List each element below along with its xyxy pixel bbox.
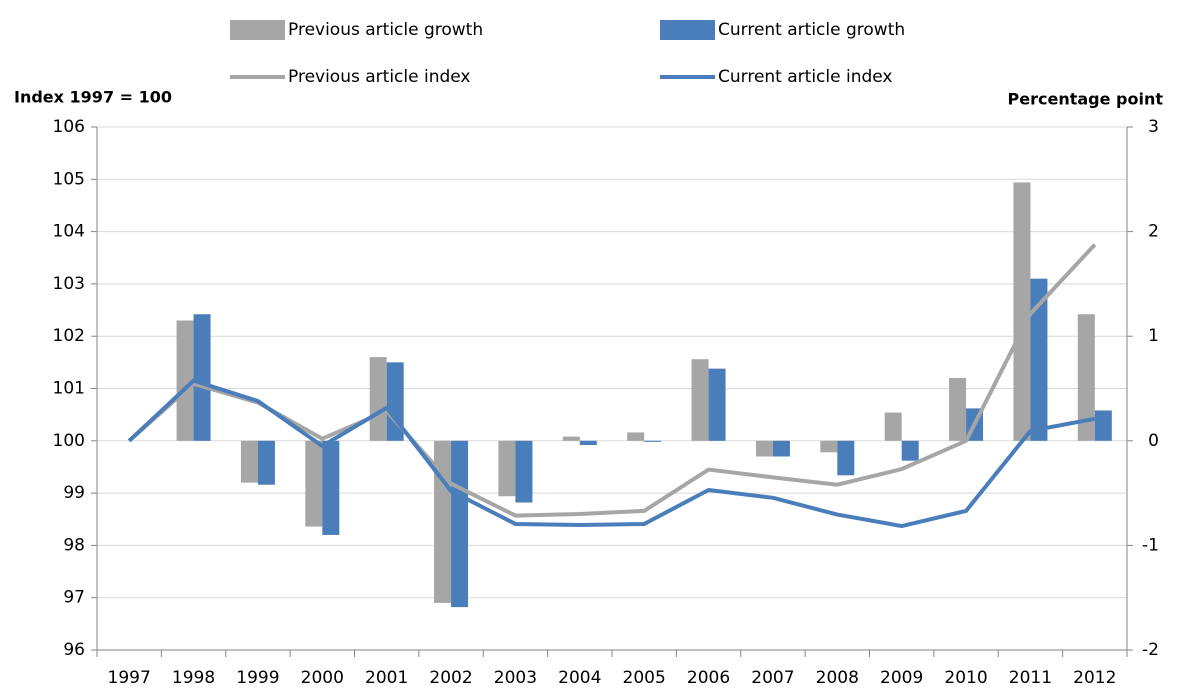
y-tick-label: 96 <box>63 640 85 660</box>
x-tick-label: 2009 <box>880 668 923 688</box>
bar <box>1030 278 1048 441</box>
x-tick-label: 2000 <box>301 668 344 688</box>
bar <box>884 412 902 441</box>
bar <box>369 357 387 441</box>
y2-tick-label: -2 <box>1142 640 1159 660</box>
x-tick-label: 2010 <box>944 668 987 688</box>
bar <box>1013 182 1031 441</box>
x-tick-label: 1998 <box>172 668 215 688</box>
x-tick-label: 1999 <box>236 668 279 688</box>
bar <box>515 440 533 503</box>
y-tick-label: 101 <box>53 379 85 399</box>
bar <box>1077 314 1095 441</box>
bar <box>193 314 211 441</box>
bar <box>257 440 275 485</box>
legend-label: Previous article growth <box>288 20 483 40</box>
y2-tick-label: -1 <box>1142 535 1159 555</box>
y2-tick-label: 0 <box>1148 431 1159 451</box>
y-tick-label: 104 <box>53 222 85 242</box>
y2-axis-title: Percentage point <box>1008 90 1164 109</box>
line <box>127 378 1096 529</box>
bar <box>1094 410 1112 441</box>
x-tick-label: 2012 <box>1073 668 1116 688</box>
bar <box>772 440 790 457</box>
bar <box>901 440 919 461</box>
y2-tick-label: 2 <box>1148 222 1159 242</box>
x-tick-label: 2005 <box>623 668 666 688</box>
y-tick-label: 97 <box>63 588 85 608</box>
bar <box>176 320 194 441</box>
bar <box>820 440 838 453</box>
legend-swatch <box>660 20 715 40</box>
y-tick-label: 106 <box>53 117 85 137</box>
bar <box>240 440 258 483</box>
x-tick-label: 2011 <box>1009 668 1052 688</box>
bar <box>579 440 597 445</box>
bar <box>755 440 773 457</box>
bar <box>305 440 323 527</box>
legend-swatch <box>230 20 285 40</box>
y-tick-label: 103 <box>53 274 85 294</box>
bar <box>949 378 967 441</box>
x-tick-label: 2006 <box>687 668 730 688</box>
bar <box>644 440 662 442</box>
x-tick-label: 2003 <box>494 668 537 688</box>
bar <box>837 440 855 476</box>
y-tick-label: 99 <box>63 483 85 503</box>
bar <box>498 440 516 497</box>
x-tick-label: 2008 <box>816 668 859 688</box>
x-tick-label: 1997 <box>108 668 151 688</box>
y-tick-label: 105 <box>53 169 85 189</box>
bar <box>691 359 709 441</box>
y2-tick-label: 1 <box>1148 326 1159 346</box>
y-tick-label: 100 <box>53 431 85 451</box>
y2-tick-label: 3 <box>1148 117 1159 137</box>
legend-label: Current article index <box>718 67 893 87</box>
line <box>127 243 1097 518</box>
y-axis-title: Index 1997 = 100 <box>14 88 172 107</box>
bar <box>708 368 726 441</box>
bar <box>627 432 645 441</box>
legend-label: Previous article index <box>288 67 470 87</box>
x-tick-label: 2001 <box>365 668 408 688</box>
bar <box>322 440 340 535</box>
x-tick-label: 2002 <box>429 668 472 688</box>
bar <box>451 440 469 608</box>
bar <box>562 436 580 441</box>
y-tick-label: 102 <box>53 326 85 346</box>
x-tick-label: 2004 <box>558 668 601 688</box>
x-tick-label: 2007 <box>751 668 794 688</box>
y-tick-label: 98 <box>63 535 85 555</box>
legend-label: Current article growth <box>718 20 905 40</box>
